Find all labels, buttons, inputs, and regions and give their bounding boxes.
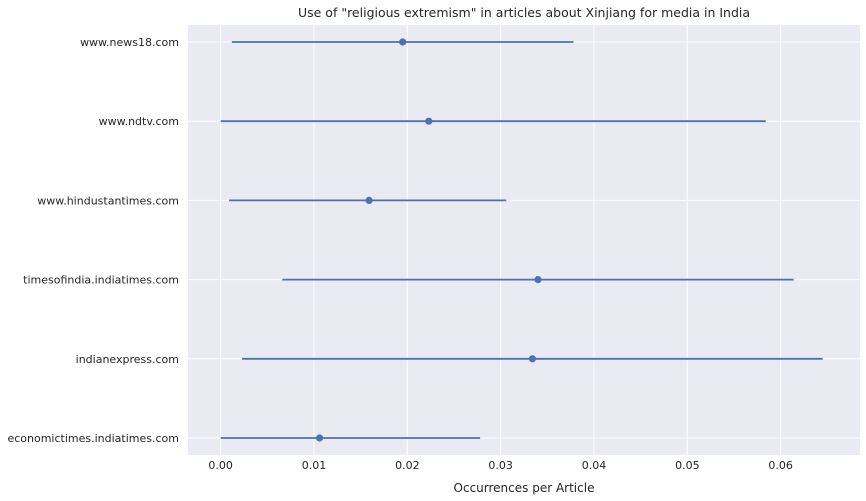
- y-tick-label: www.news18.com: [80, 36, 179, 49]
- y-tick-label: timesofindia.indiatimes.com: [23, 274, 179, 287]
- data-point: [425, 117, 433, 125]
- x-axis-ticks: 0.00 0.01 0.02 0.03 0.04 0.05 0.06: [208, 459, 793, 472]
- x-tick-label: 0.06: [768, 459, 793, 472]
- data-point: [365, 196, 373, 204]
- y-tick-label: www.hindustantimes.com: [37, 194, 179, 207]
- x-tick-label: 0.05: [675, 459, 700, 472]
- y-tick-label: economictimes.indiatimes.com: [7, 432, 179, 445]
- data-marks: [220, 38, 823, 442]
- x-tick-label: 0.00: [208, 459, 233, 472]
- plot-area: [188, 25, 860, 455]
- y-tick-label: www.ndtv.com: [99, 115, 179, 128]
- data-point: [399, 38, 407, 46]
- data-point: [534, 276, 542, 284]
- x-tick-label: 0.03: [488, 459, 513, 472]
- y-tick-label: indianexpress.com: [76, 353, 179, 366]
- x-tick-label: 0.04: [582, 459, 607, 472]
- chart-title: Use of "religious extremism" in articles…: [298, 5, 750, 20]
- y-axis-ticks: www.news18.com www.ndtv.com www.hindustant…: [7, 36, 179, 445]
- x-axis-label: Occurrences per Article: [454, 481, 595, 495]
- data-point: [316, 434, 324, 442]
- data-point: [528, 355, 537, 363]
- x-tick-label: 0.01: [302, 459, 327, 472]
- x-tick-label: 0.02: [395, 459, 420, 472]
